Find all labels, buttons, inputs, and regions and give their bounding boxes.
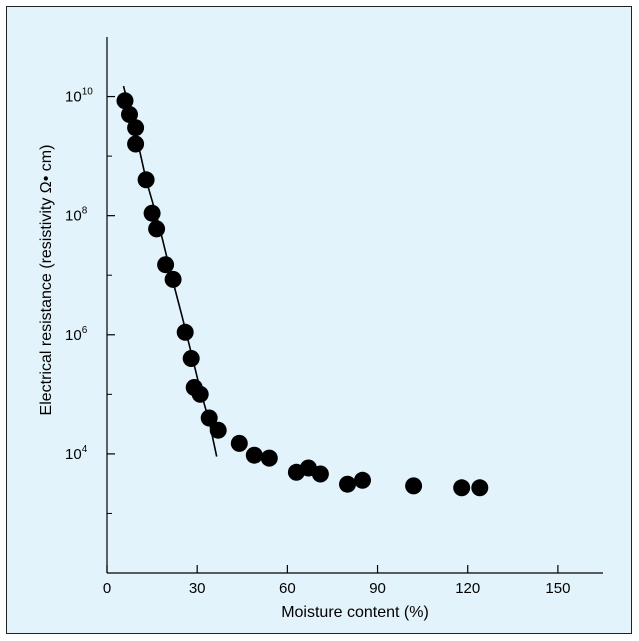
y-tick-label: 104 xyxy=(65,444,88,463)
data-point xyxy=(127,135,145,153)
y-tick-exponent: 8 xyxy=(82,206,88,217)
data-point xyxy=(121,106,138,123)
x-axis-label: Moisture content (%) xyxy=(281,604,429,621)
y-tick-base: 10 xyxy=(65,327,82,344)
figure-frame xyxy=(6,6,632,634)
data-point xyxy=(127,119,145,137)
fit-line xyxy=(122,85,218,457)
y-tick-base: 10 xyxy=(65,208,82,225)
x-tick-label: 90 xyxy=(369,580,386,597)
data-point xyxy=(137,171,155,189)
data-point xyxy=(339,475,356,493)
data-point xyxy=(157,256,175,274)
x-tick-label: 60 xyxy=(279,580,296,597)
y-tick-label: 106 xyxy=(65,325,88,344)
data-point xyxy=(230,434,248,452)
data-point xyxy=(148,220,166,238)
data-point xyxy=(453,479,471,497)
data-point xyxy=(143,204,161,222)
data-point xyxy=(245,446,263,464)
x-tick-label: 150 xyxy=(545,580,570,597)
y-tick-exponent: 6 xyxy=(82,325,88,336)
data-point xyxy=(311,465,329,483)
data-point xyxy=(176,323,194,341)
x-tick-label: 0 xyxy=(103,580,111,597)
x-tick-label: 120 xyxy=(455,580,480,597)
axes xyxy=(106,37,603,574)
data-point xyxy=(116,92,134,110)
x-tick-label: 30 xyxy=(189,580,206,597)
y-tick-base: 10 xyxy=(65,446,82,463)
x-ticks: 0 30 60 90 120 150 xyxy=(103,565,570,597)
data-point xyxy=(191,385,209,403)
y-tick-base: 10 xyxy=(65,89,82,106)
data-point xyxy=(354,471,371,489)
y-tick-label: 1010 xyxy=(65,87,93,106)
data-points xyxy=(116,92,489,497)
y-tick-label: 108 xyxy=(65,206,88,225)
data-point xyxy=(471,479,489,497)
data-point xyxy=(182,350,200,367)
data-point xyxy=(200,409,218,427)
data-point xyxy=(260,449,278,467)
data-point xyxy=(164,270,182,288)
y-tick-exponent: 10 xyxy=(82,87,94,98)
data-point xyxy=(209,421,227,439)
y-tick-exponent: 4 xyxy=(82,444,88,455)
data-point xyxy=(405,477,423,495)
y-axis-label: Electrical resistance (resistivity Ω• cm… xyxy=(38,145,55,416)
